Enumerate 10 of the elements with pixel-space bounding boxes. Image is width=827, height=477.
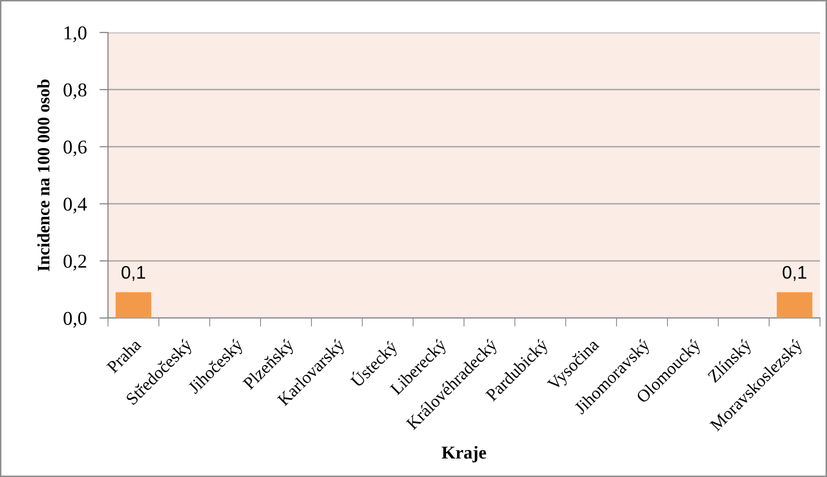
- y-tick-label: 0,0: [64, 312, 86, 328]
- x-axis-title: Kraje: [442, 446, 486, 462]
- y-tick-label: 0,4: [64, 198, 87, 214]
- y-tick-label: 0,6: [64, 140, 87, 156]
- data-label: 0,1: [782, 266, 806, 281]
- y-tick-label: 1,0: [64, 26, 86, 42]
- y-axis-title: Incidence na 100 000 osob: [37, 79, 50, 272]
- y-tick-label: 0,8: [64, 83, 86, 100]
- y-tick-label: 0,2: [64, 254, 86, 271]
- data-label: 0,1: [122, 266, 146, 281]
